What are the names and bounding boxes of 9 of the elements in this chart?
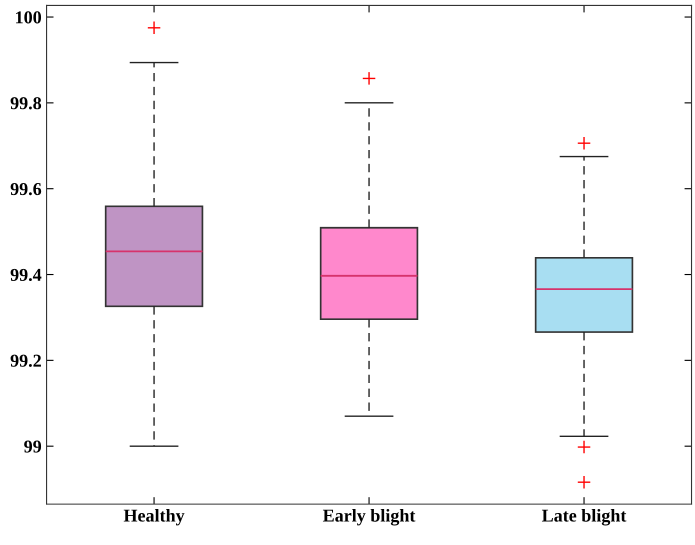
y-tick-label: 99.6 [10, 183, 42, 196]
y-tick-label: 100 [16, 11, 42, 24]
x-tick-label: Healthy [124, 508, 184, 526]
y-tick-label: 99.2 [10, 354, 41, 367]
y-tick-label: 99.8 [10, 97, 42, 110]
y-tick-label: 99 [24, 440, 42, 453]
y-tick-label: 99.4 [10, 268, 42, 282]
x-tick-label: Early blight [322, 508, 416, 526]
x-tick-label: Late blight [542, 508, 626, 526]
